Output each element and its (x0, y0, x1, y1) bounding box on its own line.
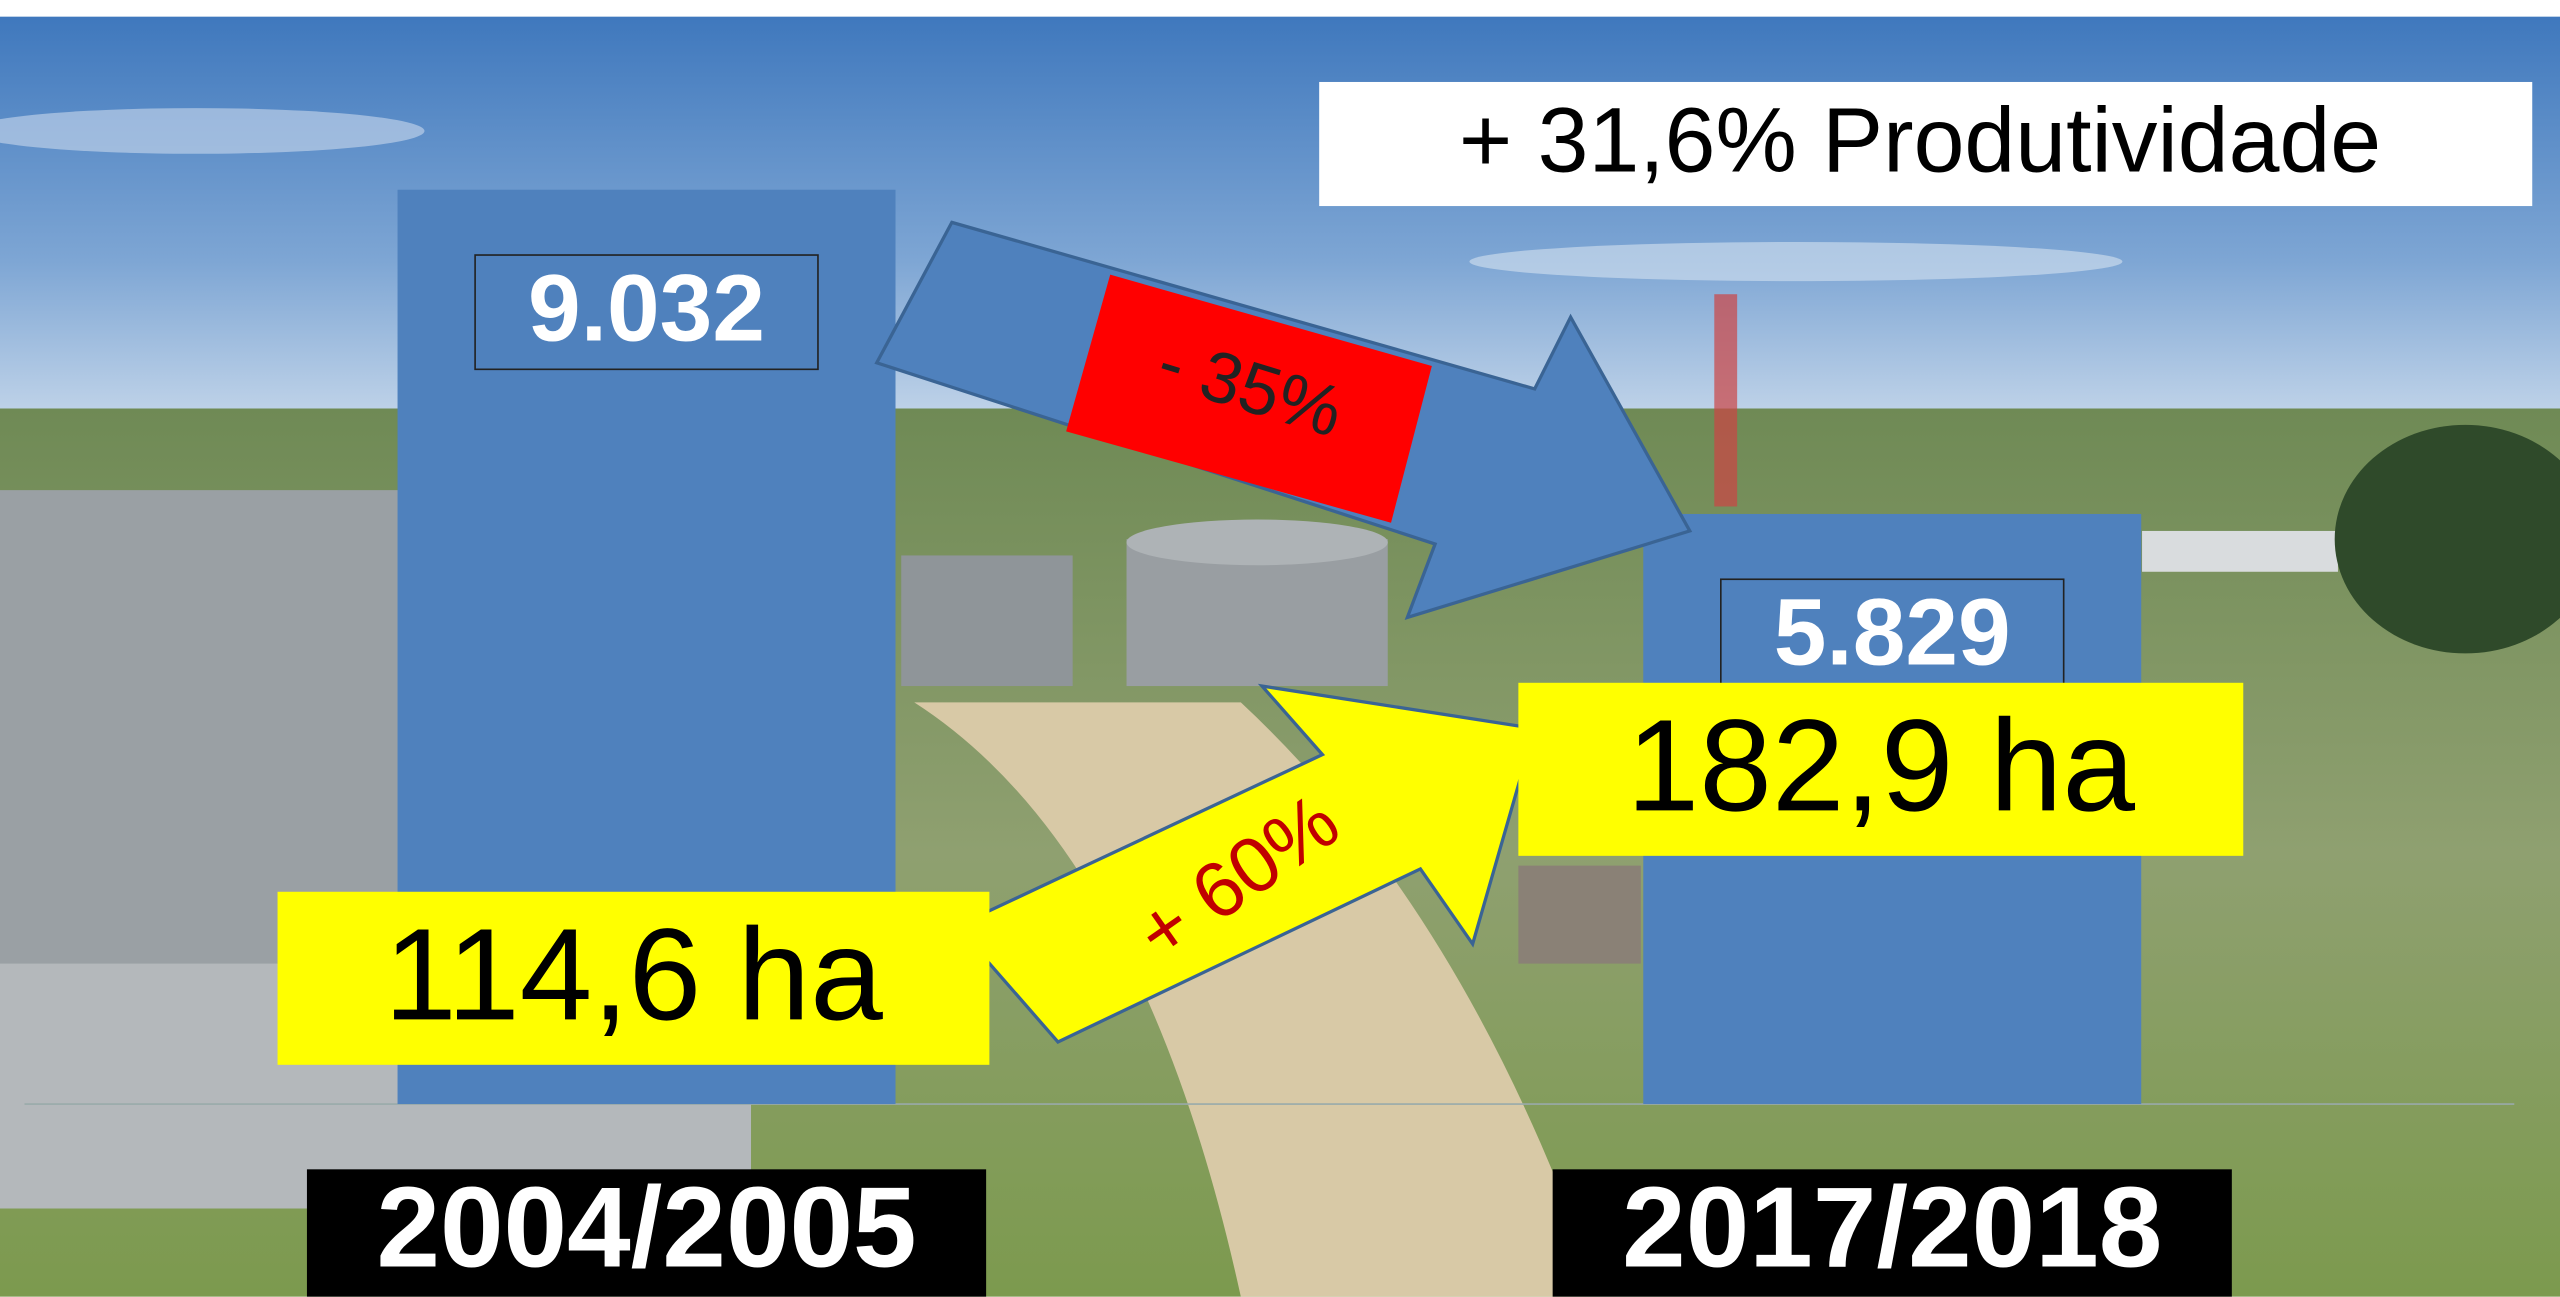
value-label: 5.829 (1774, 580, 2011, 686)
area-label: 182,9 ha (1627, 692, 2136, 838)
page: {"chart_data": {"type": "bar", "title": … (0, 0, 2560, 1297)
title-box: + 31,6% Produtividade (1319, 82, 2532, 206)
chart-title: + 31,6% Produtividade (1459, 89, 2381, 191)
chart: + 31,6% Produtividade 9.032 2004/2005 5.82… (0, 0, 2560, 1297)
x-tick-label: 2004/2005 (376, 1164, 916, 1291)
value-label: 9.032 (528, 255, 765, 361)
x-tick-label: 2017/2018 (1622, 1164, 2162, 1291)
area-label: 114,6 ha (384, 901, 883, 1047)
